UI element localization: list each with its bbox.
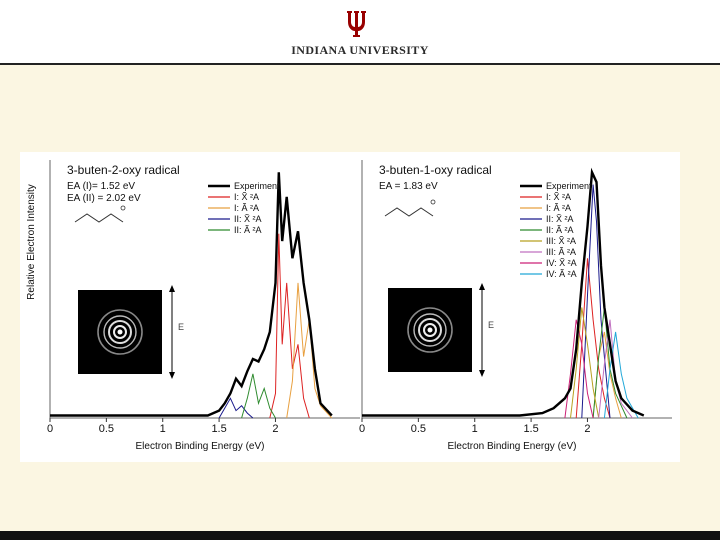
image-center <box>117 329 123 335</box>
image-ring <box>418 318 442 342</box>
field-vector-label: E <box>178 322 184 332</box>
legend-label: II: Ã ²A <box>234 225 262 235</box>
arrow-head-up <box>479 283 485 290</box>
x-axis-label: Electron Binding Energy (eV) <box>136 441 265 452</box>
legend-label: II: Ã ²A <box>546 225 574 235</box>
legend-label: I: X̃ ²A <box>234 192 259 202</box>
photoelectron-image <box>388 288 472 372</box>
legend-label: II: X̃ ²A <box>234 214 262 224</box>
x-tick-label: 2 <box>584 423 590 435</box>
spectra-charts: Relative Electron Intensity 0 0.5 1 1.5 2 Elec… <box>26 160 672 452</box>
arrow-head-down <box>479 370 485 377</box>
chart-panel-2: 0 0.5 1 1.5 2 Electron Binding Energy (eV) 3-b… <box>359 160 672 452</box>
arrow-head-up <box>169 285 175 292</box>
image-ring <box>113 325 127 339</box>
legend-label: II: X̃ ²A <box>546 214 574 224</box>
series-line-Experiment <box>362 167 645 417</box>
bottom-bar <box>0 531 720 540</box>
legend-label: Experiment <box>546 181 592 191</box>
chart-title: 3-buten-1-oxy radical <box>379 163 492 177</box>
image-ring <box>97 309 143 355</box>
molecule-bond <box>74 213 124 223</box>
x-tick-label: 1 <box>160 423 166 435</box>
ea-label: EA = 1.83 eV <box>379 181 438 192</box>
chart-title: 3-buten-2-oxy radical <box>67 163 180 177</box>
series-line-II-A <box>241 373 276 419</box>
image-ring <box>413 313 447 347</box>
image-ring <box>103 315 137 349</box>
field-vector-label: E <box>488 320 494 330</box>
x-tick-label: 2 <box>272 423 278 435</box>
chart-panel-1: 0 0.5 1 1.5 2 Electron Binding Energy (eV) 3-b… <box>47 160 360 452</box>
image-ring <box>108 320 132 344</box>
legend-label: III: Ã ²A <box>546 247 576 257</box>
series-line-IV-A <box>603 331 639 419</box>
x-tick-label: 1.5 <box>523 423 538 435</box>
x-tick-label: 0 <box>47 423 53 435</box>
image-ring <box>423 323 437 337</box>
image-center <box>427 327 433 333</box>
ea-label: EA (I)= 1.52 eV <box>67 181 135 192</box>
legend-label: IV: Ã ²A <box>546 269 577 279</box>
series-line-III-X-A <box>570 307 600 419</box>
brand-name: INDIANA UNIVERSITY <box>291 43 429 57</box>
series-line-IV-X-A <box>564 319 594 419</box>
molecule-structure-icon <box>74 205 126 223</box>
legend-label: Experiment <box>234 181 280 191</box>
series-line-II-X-A <box>218 397 254 419</box>
x-tick-label: 0.5 <box>99 423 114 435</box>
legend-label: III: X̃ ²A <box>546 236 576 246</box>
molecule-structure-icon <box>384 199 436 217</box>
ea-label: EA (II) = 2.02 eV <box>67 193 141 204</box>
x-tick-label: 0 <box>359 423 365 435</box>
series-line-Experiment <box>50 172 333 417</box>
series-line-I-X-A <box>269 233 310 419</box>
x-tick-label: 0.5 <box>411 423 426 435</box>
legend-label: I: Ã ²A <box>546 203 571 213</box>
photoelectron-image <box>78 290 162 374</box>
trident-logo-icon <box>347 11 366 37</box>
arrow-head-down <box>169 372 175 379</box>
header-banner: INDIANA UNIVERSITY <box>0 0 720 65</box>
molecule-bond <box>384 207 434 217</box>
image-ring <box>407 307 453 353</box>
series-line-I-A <box>286 282 333 419</box>
figure-panel: Relative Electron Intensity 0 0.5 1 1.5 2 Elec… <box>20 152 680 462</box>
y-axis-label: Relative Electron Intensity <box>26 184 37 300</box>
series-line-II-X-A <box>581 184 611 419</box>
molecule-oxygen <box>430 199 436 205</box>
legend-label: I: Ã ²A <box>234 203 259 213</box>
x-axis-label: Electron Binding Energy (eV) <box>448 441 577 452</box>
legend-label: IV: X̃ ²A <box>546 258 577 268</box>
x-tick-label: 1 <box>472 423 478 435</box>
legend-label: I: X̃ ²A <box>546 192 571 202</box>
x-tick-label: 1.5 <box>211 423 226 435</box>
molecule-oxygen <box>120 205 126 211</box>
